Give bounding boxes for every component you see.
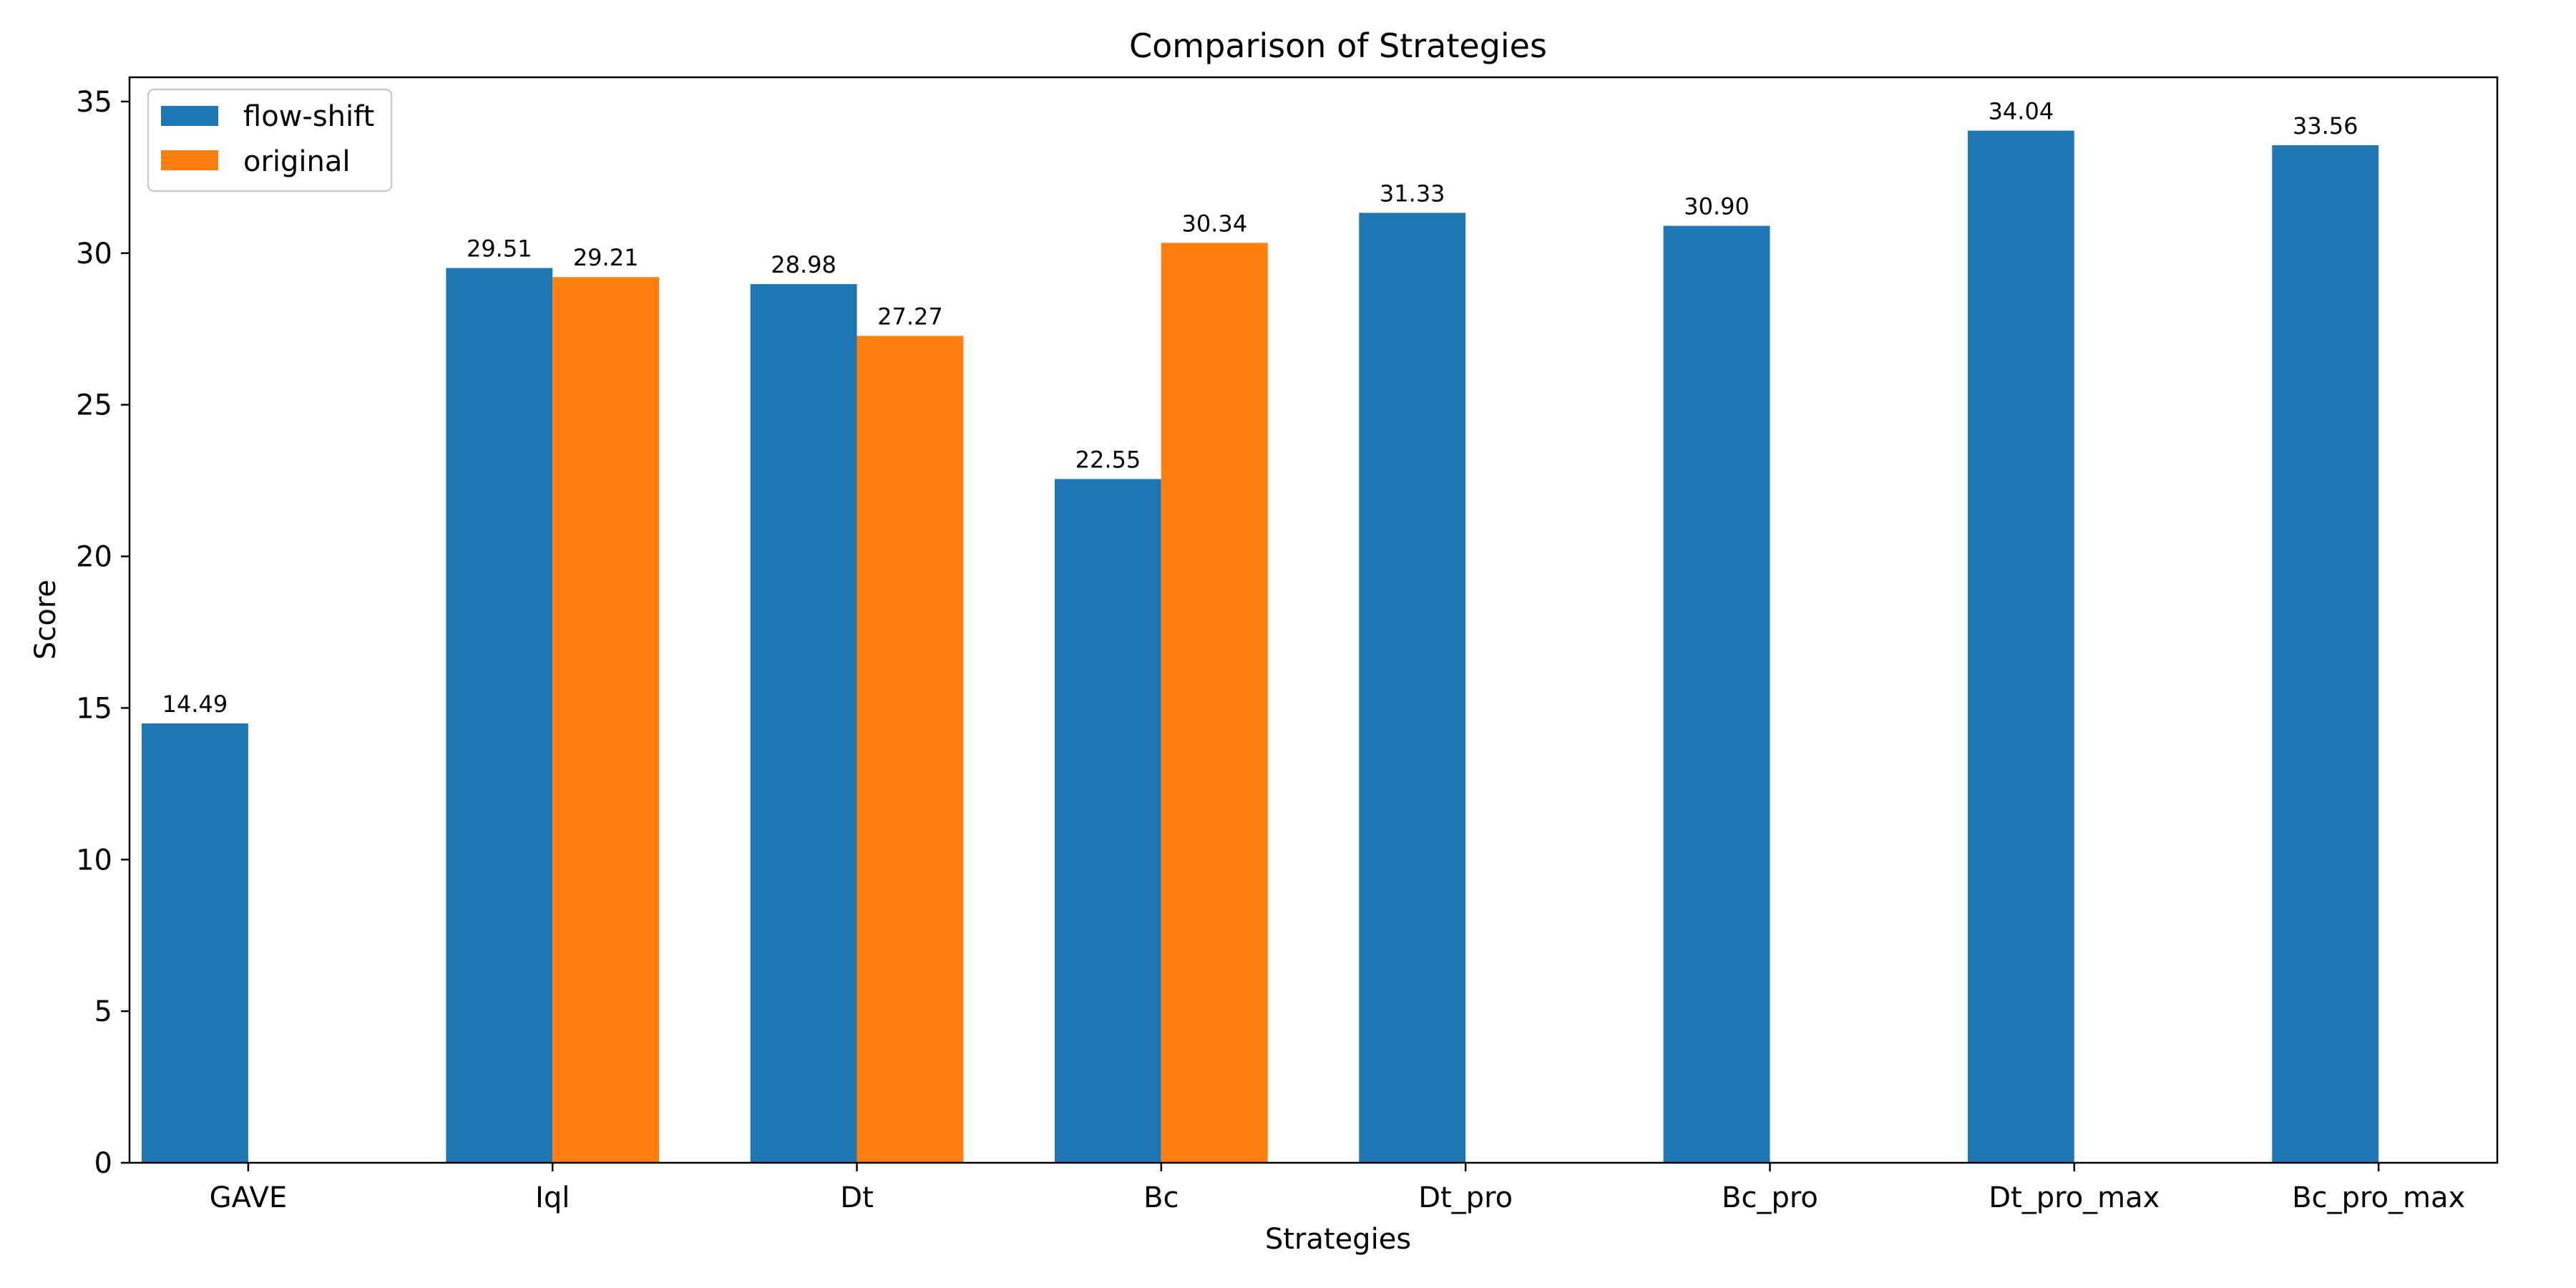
bar-original-iql (552, 277, 660, 1163)
data-label-flow-shift-iql: 29.51 (467, 235, 532, 263)
bar-flow-shift-dt-pro-max (1967, 130, 2074, 1163)
y-tick-label-35: 35 (76, 86, 112, 119)
bar-flow-shift-bc-pro-max (2272, 145, 2379, 1163)
y-tick-label-20: 20 (76, 541, 112, 574)
data-label-original-iql: 29.21 (573, 244, 639, 271)
y-tick-label-25: 25 (76, 389, 112, 422)
y-tick-label-10: 10 (76, 844, 112, 877)
legend-label-flow-shift: flow-shift (243, 100, 374, 133)
data-label-original-bc: 30.34 (1181, 210, 1247, 237)
data-label-flow-shift-bc-pro: 30.90 (1684, 193, 1750, 220)
bar-flow-shift-dt-pro (1359, 213, 1466, 1163)
y-tick-label-30: 30 (76, 238, 112, 270)
y-tick-label-15: 15 (76, 692, 112, 725)
x-tick-label-dt-pro: Dt_pro (1418, 1181, 1513, 1214)
x-tick-label-gave: GAVE (210, 1181, 287, 1214)
chart-title: Comparison of Strategies (1129, 26, 1547, 65)
plot-frame (128, 76, 2499, 1164)
legend-label-original: original (243, 145, 351, 178)
bar-flow-shift-bc-pro (1663, 225, 1770, 1163)
x-tick-label-dt: Dt (840, 1181, 873, 1214)
data-label-original-dt: 27.27 (877, 303, 943, 330)
data-labels-layer: 14.49 29.51 28.98 22.55 31.33 30.90 34.04 33.56… (162, 98, 2358, 718)
data-label-flow-shift-gave: 14.49 (162, 691, 228, 718)
bar-flow-shift-iql (446, 268, 553, 1163)
data-label-flow-shift-dt-pro-max: 34.04 (1989, 98, 2054, 125)
bar-original-dt (857, 336, 964, 1163)
legend-swatch-flow-shift (161, 106, 218, 126)
data-label-flow-shift-dt: 28.98 (771, 251, 836, 278)
x-tick-label-bc: Bc (1143, 1181, 1179, 1214)
data-label-flow-shift-bc: 22.55 (1075, 446, 1141, 473)
y-tick-label-0: 0 (94, 1147, 112, 1180)
bar-flow-shift-dt (750, 283, 857, 1163)
x-axis: GAVE Iql Dt Bc Dt_pro Bc_pro Dt_pro_max Bc_pro_… (210, 1163, 2465, 1214)
x-tick-label-bc-pro-max: Bc_pro_max (2292, 1181, 2465, 1214)
x-tick-label-bc-pro: Bc_pro (1722, 1181, 1818, 1214)
bar-flow-shift-gave (142, 723, 248, 1163)
legend: flow-shift original (147, 88, 393, 192)
x-axis-label: Strategies (1265, 1223, 1411, 1256)
y-axis: 0 5 10 15 20 25 30 35 (76, 86, 130, 1180)
bars-layer (142, 130, 2379, 1163)
x-tick-label-iql: Iql (535, 1181, 570, 1214)
bar-flow-shift-bc (1054, 479, 1161, 1163)
y-tick-label-5: 5 (94, 995, 112, 1028)
data-label-flow-shift-bc-pro-max: 33.56 (2293, 112, 2358, 140)
y-axis-label: Score (29, 580, 62, 660)
bar-original-bc (1161, 243, 1268, 1163)
legend-swatch-original (161, 150, 218, 170)
x-tick-label-dt-pro-max: Dt_pro_max (1989, 1181, 2160, 1214)
data-label-flow-shift-dt-pro: 31.33 (1380, 180, 1445, 207)
